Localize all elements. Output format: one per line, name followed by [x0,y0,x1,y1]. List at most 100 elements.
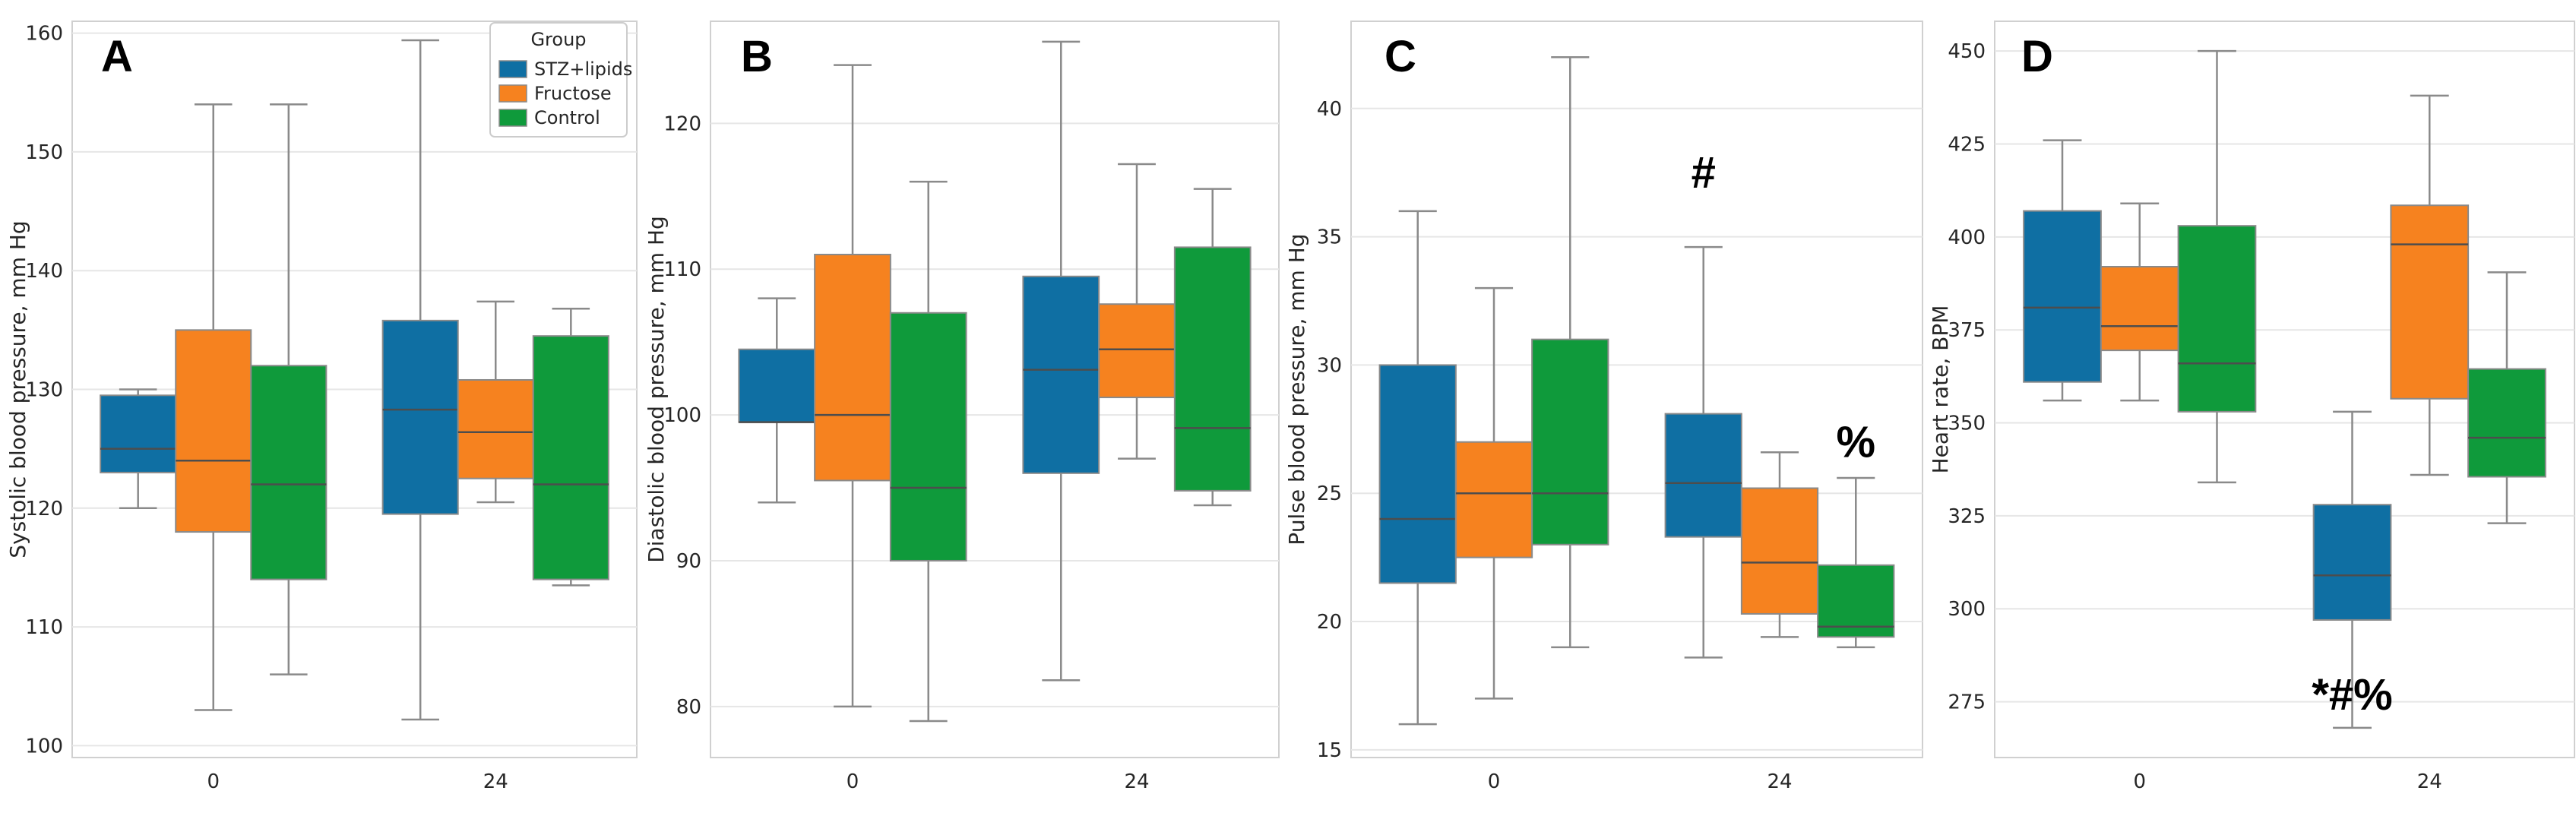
y-axis-label: Pulse blood pressure, mm Hg [1284,233,1309,545]
box-control-24 [1173,188,1252,507]
panel-c: 15 20 25 30 35 40 0 24 Pulse blood pressure, mm … [1284,21,1923,793]
box-stz-lipids-24 [1664,245,1742,659]
y-tick-label: 110 [663,258,701,281]
y-tick-label: 450 [1948,40,1986,63]
y-axis-label: Heart rate, BPM [1928,305,1953,474]
y-tick-label: 80 [676,696,701,719]
box-control-0 [889,180,967,723]
y-tick-label: 25 [1317,482,1342,505]
box-body [175,329,252,533]
y-tick-label: 15 [1317,739,1342,762]
box-control-24 [1817,476,1895,649]
y-tick-label: 40 [1317,98,1342,121]
box-body [2390,204,2470,400]
box-control-0 [250,103,328,675]
y-tick-label: 100 [25,735,63,758]
panel-d: 275 300 325 350 375 400 425 450 0 24 Heart rate, B… [1928,21,2575,793]
y-tick-label: 140 [25,260,63,283]
y-tick-label: 425 [1948,134,1986,157]
box-stz-lipids-0 [738,297,816,504]
box-body [1022,275,1100,474]
panel-letter: B [741,32,773,81]
box-body [381,319,459,515]
box-body [1664,413,1742,538]
y-tick-label: 130 [25,379,63,402]
x-tick-label: 24 [1124,770,1149,793]
box-body [738,348,816,423]
box-stz-lipids-24 [1022,40,1100,682]
y-axis-label: Systolic blood pressure, mm Hg [5,220,30,558]
box-body [1531,338,1609,546]
panel-b: 80 90 100 110 120 0 24 Diastolic blood pressure… [644,21,1280,793]
box-fructose-24 [1098,163,1176,460]
panel-a: 100 110 120 130 140 150 160 0 24 Systolic blood p… [5,21,638,793]
y-tick-label: 350 [1948,413,1986,435]
y-tick-label: 120 [663,112,701,135]
box-body [2467,368,2546,478]
box-fructose-24 [1740,451,1819,638]
x-tick-label: 24 [483,770,508,793]
box-body [2100,266,2179,352]
box-body [889,312,967,562]
y-tick-label: 20 [1317,611,1342,634]
x-tick-label: 24 [2417,770,2442,793]
y-tick-label: 150 [25,141,63,164]
y-tick-label: 400 [1948,226,1986,249]
legend-swatch-stz-lipids [498,60,527,78]
y-tick-label: 30 [1317,354,1342,377]
legend-frame [489,22,628,138]
x-tick-label: 0 [1488,770,1501,793]
y-tick-label: 275 [1948,691,1986,714]
box-body [2023,210,2102,383]
legend-swatch-control [498,109,527,127]
box-control-24 [532,307,609,587]
box-fructose-0 [2100,202,2179,402]
box-body [2177,225,2257,413]
y-tick-label: 300 [1948,598,1986,621]
legend-title: Group [530,29,586,50]
panel-letter: C [1385,32,1416,81]
y-tick-label: 90 [676,550,701,573]
box-body [1740,487,1819,615]
legend: Group STZ+lipids Fructose Control [489,22,632,138]
box-body [1098,303,1176,399]
y-tick-label: 35 [1317,226,1342,249]
box-body [100,394,177,473]
box-stz-lipids-0 [1378,210,1457,726]
y-tick-label: 375 [1948,319,1986,342]
y-tick-label: 120 [25,498,63,520]
box-control-0 [2177,49,2257,484]
box-stz-lipids-24 [2312,410,2392,729]
box-stz-lipids-0 [100,388,177,510]
legend-label-control: Control [534,107,600,128]
box-body [1817,564,1895,638]
box-body [814,254,891,482]
y-tick-label: 325 [1948,505,1986,528]
box-control-24 [2467,271,2546,524]
panel-letter: A [101,32,133,81]
legend-swatch-fructose [498,84,527,103]
box-body [457,378,534,479]
box-fructose-0 [814,64,891,708]
x-tick-label: 0 [207,770,220,793]
box-fructose-0 [175,103,252,711]
legend-label-stz-lipids: STZ+lipids [534,59,632,80]
box-body [250,365,328,580]
box-stz-lipids-0 [2023,139,2102,402]
box-fructose-0 [1454,286,1533,700]
box-body [532,335,609,580]
significance-annotation: *#% [2312,670,2392,720]
box-body [1378,364,1457,584]
legend-label-fructose: Fructose [534,83,612,104]
box-body [1173,246,1252,492]
box-body [1454,441,1533,558]
panel-letter: D [2021,32,2053,81]
y-tick-label: 100 [663,404,701,427]
box-stz-lipids-24 [381,39,459,721]
x-tick-label: 0 [2133,770,2146,793]
x-tick-label: 0 [847,770,859,793]
y-axis-label: Diastolic blood pressure, mm Hg [644,216,669,563]
significance-annotation: % [1836,418,1875,467]
x-tick-label: 24 [1767,770,1792,793]
